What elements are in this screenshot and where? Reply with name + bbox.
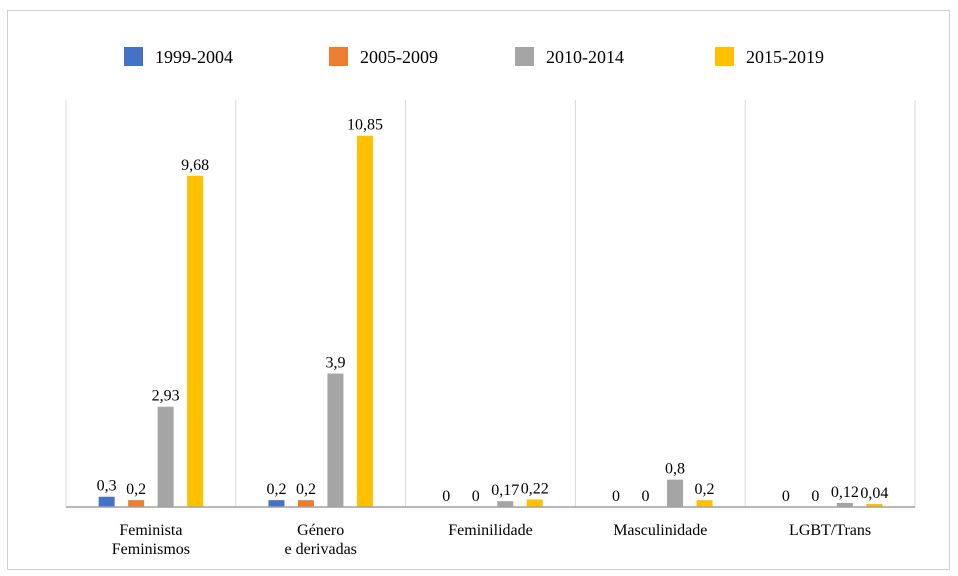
data-label: 0,04	[860, 485, 888, 502]
data-label: 0,2	[695, 481, 715, 498]
data-labels: 0,3 0,22,939,680,2 0,23,910,850 0 0,17 0,22 0 0…	[97, 117, 889, 505]
bar	[497, 501, 514, 507]
bar	[526, 499, 543, 507]
legend-swatch	[515, 47, 534, 66]
bar	[667, 479, 684, 507]
bar	[268, 500, 285, 507]
category-label: Género	[297, 522, 344, 539]
legend-label: 1999-2004	[155, 47, 233, 67]
data-label: 0	[442, 488, 450, 505]
bar	[356, 135, 373, 507]
legend-swatch	[329, 47, 348, 66]
legend-label: 2010-2014	[546, 47, 624, 67]
bar	[327, 373, 344, 507]
category-label: Feminista	[119, 522, 182, 539]
category-label: Feminilidade	[448, 522, 532, 539]
data-label: 0	[782, 488, 790, 505]
bar	[696, 500, 713, 507]
data-label: 0,2	[266, 481, 286, 498]
bar	[128, 500, 145, 507]
bar	[836, 502, 853, 507]
bar	[98, 496, 115, 507]
data-label: 3,9	[325, 355, 345, 372]
data-label: 0,2	[296, 481, 316, 498]
legend-swatch	[715, 47, 734, 66]
data-label: 0,8	[665, 461, 685, 478]
category-separators	[65, 100, 916, 507]
data-label: 0	[811, 488, 819, 505]
data-label: 0	[612, 488, 620, 505]
bar	[157, 406, 174, 507]
bar	[297, 500, 314, 507]
category-label: Masculinidade	[613, 522, 707, 539]
category-label: LGBT/Trans	[789, 522, 871, 539]
data-label: 2,93	[152, 388, 180, 405]
data-label: 0,12	[831, 484, 859, 501]
data-label: 9,68	[181, 157, 209, 174]
legend-swatch	[124, 47, 143, 66]
data-label: 0	[472, 488, 480, 505]
legend: 1999-2004 2005-2009 2010-2014 2015-2019	[124, 47, 824, 67]
category-labels: Feminista Feminismos Género e derivadas Femi…	[112, 522, 871, 558]
data-label: 0,22	[521, 480, 549, 497]
data-label: 0	[642, 488, 650, 505]
data-label: 10,85	[347, 117, 383, 134]
category-label: e derivadas	[284, 541, 356, 558]
legend-label: 2015-2019	[746, 47, 824, 67]
data-label: 0,2	[126, 481, 146, 498]
data-label: 0,17	[491, 482, 519, 499]
legend-label: 2005-2009	[360, 47, 438, 67]
data-label: 0,3	[97, 478, 117, 495]
bar	[187, 175, 204, 507]
category-label: Feminismos	[112, 541, 190, 558]
bar	[866, 504, 883, 507]
bars	[98, 135, 883, 507]
